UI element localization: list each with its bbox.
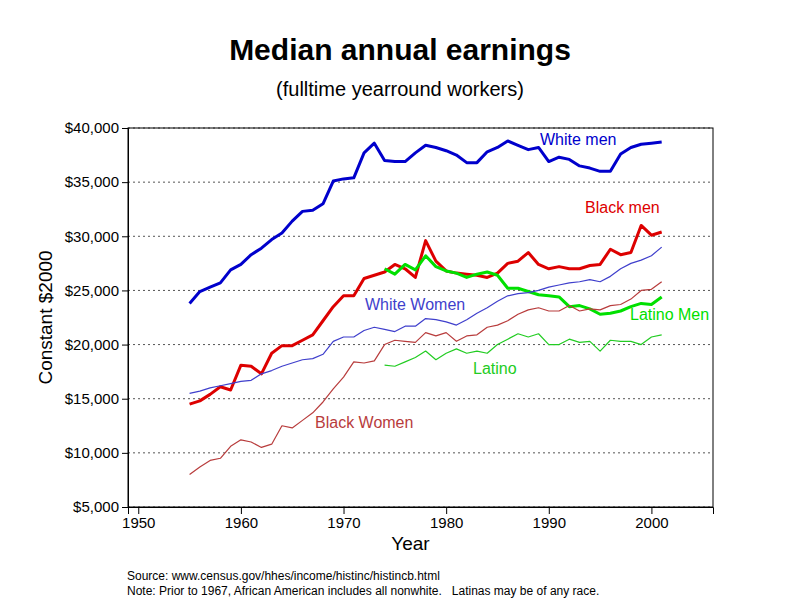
- y-tick: $30,000: [65, 228, 128, 245]
- x-tick: 1980: [430, 507, 463, 531]
- annotation: Note: Prior to 1967, African American in…: [127, 584, 599, 598]
- grid-line: [128, 344, 713, 345]
- x-tick: 1990: [533, 507, 566, 531]
- y-tick: $35,000: [65, 173, 128, 190]
- y-tick: $10,000: [65, 444, 128, 461]
- plot-frame: [128, 128, 713, 507]
- x-tick-label: 1980: [430, 514, 463, 531]
- x-tick: 2000: [635, 507, 668, 531]
- series-label: White men: [540, 131, 616, 148]
- series-label: Black Women: [315, 414, 413, 431]
- y-tick-mark: [122, 507, 128, 508]
- y-tick-label: $5,000: [73, 498, 119, 515]
- y-tick-mark: [122, 345, 128, 346]
- series-line: [190, 141, 662, 303]
- y-tick: $40,000: [65, 119, 128, 136]
- x-tick-label: 1950: [122, 514, 155, 531]
- y-tick: $20,000: [65, 336, 128, 353]
- series-line: [190, 225, 662, 404]
- y-tick-label: $35,000: [65, 173, 119, 190]
- x-tick: 1970: [327, 507, 360, 531]
- grid-line: [128, 398, 713, 399]
- series-line: [190, 282, 662, 475]
- y-tick-mark: [122, 182, 128, 183]
- grid-line: [128, 452, 713, 453]
- series-label: Black men: [585, 199, 660, 216]
- title: Median annual earnings: [229, 33, 571, 66]
- x-tick-label: 2000: [635, 514, 668, 531]
- y-tick-mark: [122, 128, 128, 129]
- series-label: Latino Men: [630, 306, 709, 323]
- y-tick-label: $15,000: [65, 390, 119, 407]
- x-axis-line: [129, 508, 714, 515]
- grid-line: [128, 182, 713, 183]
- x-axis: 1950 1960 1970 1980 1990 2000: [122, 507, 713, 531]
- y-tick-mark: [122, 453, 128, 454]
- x-tick-label: 1990: [533, 514, 566, 531]
- series-label: White Women: [365, 296, 465, 313]
- x-axis-title: Year: [391, 533, 430, 554]
- y-axis-line: [122, 129, 129, 508]
- y-tick-label: $30,000: [65, 228, 119, 245]
- y-tick-label: $40,000: [65, 119, 119, 136]
- y-tick: $5,000: [73, 498, 128, 515]
- y-tick-label: $25,000: [65, 282, 119, 299]
- y-tick: $15,000: [65, 390, 128, 407]
- series-label: Latino: [473, 360, 517, 377]
- x-tick: 1950: [122, 507, 155, 531]
- grid-line: [128, 290, 713, 291]
- y-axis-title: Constant $2000: [35, 250, 56, 384]
- x-tick-label: 1970: [327, 514, 360, 531]
- grid-line: [128, 236, 713, 237]
- chart: Median annual earnings (fulltime yearroun…: [0, 0, 800, 600]
- y-tick-mark: [122, 236, 128, 237]
- subtitle: (fulltime yearround workers): [276, 78, 524, 100]
- y-tick-label: $10,000: [65, 444, 119, 461]
- y-tick-label: $20,000: [65, 336, 119, 353]
- x-tick: 1960: [225, 507, 258, 531]
- grid: [128, 128, 713, 507]
- y-tick-mark: [122, 399, 128, 400]
- series-line: [190, 247, 662, 393]
- plot: $5,000 $10,000 $15,000 $20,000 $25,000 $30,00…: [65, 119, 714, 530]
- series-labels: White men Black men Latino Men White Women B…: [315, 131, 709, 431]
- annotation: Source: www.census.gov/hhes/income/histi…: [127, 569, 440, 583]
- x-tick-label: 1960: [225, 514, 258, 531]
- y-tick: $25,000: [65, 282, 128, 299]
- series-line: [385, 334, 662, 366]
- y-axis: $5,000 $10,000 $15,000 $20,000 $25,000 $30,00…: [65, 119, 129, 515]
- lines: [190, 141, 662, 475]
- y-tick-mark: [122, 290, 128, 291]
